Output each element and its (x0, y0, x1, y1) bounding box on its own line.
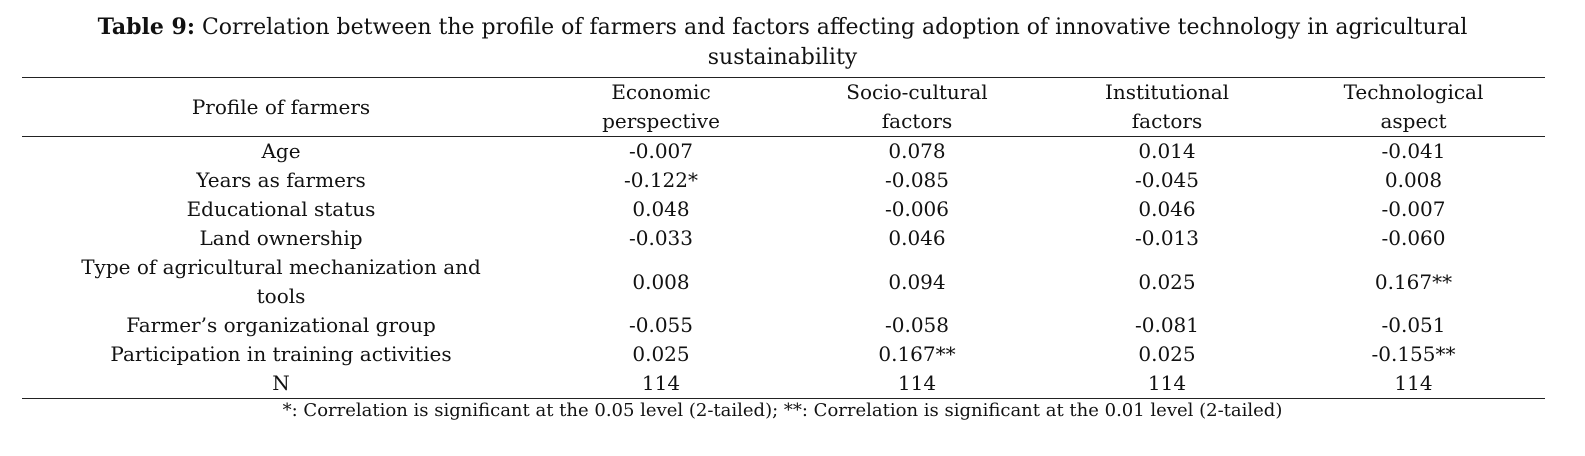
table-row: Type of agricultural mechanization and t… (22, 253, 1545, 311)
table-caption-label: Table 9: (97, 14, 195, 40)
correlation-table: Profile of farmers Economic perspective … (22, 77, 1545, 399)
cell-value: 114 (1394, 371, 1433, 395)
cell-value: 0.078 (888, 139, 946, 163)
table-row: Land ownership -0.033 0.046 -0.013 -0.06… (22, 224, 1545, 253)
cell-value: 114 (897, 371, 937, 395)
cell-value: -0.051 (1381, 313, 1446, 337)
row-label: Age (261, 139, 301, 163)
cell-value: -0.041 (1381, 139, 1446, 163)
row-label: Farmer’s organizational group (126, 313, 436, 337)
table-row: Years as farmers -0.122* -0.085 -0.045 0… (22, 166, 1545, 195)
table-footnote: *: Correlation is significant at the 0.0… (282, 400, 1283, 421)
cell-value: 114 (1147, 371, 1187, 395)
row-label: Type of agricultural mechanization and t… (81, 255, 481, 308)
row-label: Years as farmers (196, 168, 366, 192)
cell-value: -0.081 (1134, 313, 1199, 337)
cell-value: -0.007 (1381, 197, 1446, 221)
cell-value: 0.167** (878, 342, 956, 366)
table-row: Age -0.007 0.078 0.014 -0.041 (22, 137, 1545, 167)
row-label: Land ownership (199, 226, 363, 250)
header-technological: Technological aspect (1343, 80, 1484, 133)
header-economic: Economic perspective (602, 80, 720, 133)
cell-value: -0.007 (628, 139, 693, 163)
cell-value: 0.167** (1374, 269, 1453, 294)
cell-value: -0.155** (1371, 342, 1456, 366)
cell-value: -0.006 (884, 197, 949, 221)
cell-value: 0.046 (888, 226, 946, 250)
cell-value: 0.094 (888, 269, 946, 294)
table-caption: Table 9: Correlation between the profile… (20, 12, 1545, 73)
row-label: Educational status (186, 197, 376, 221)
cell-value: -0.055 (628, 313, 693, 337)
cell-value: 0.025 (1138, 342, 1196, 366)
cell-value: -0.085 (884, 168, 949, 192)
cell-value: 0.008 (1384, 168, 1443, 192)
cell-value: 114 (641, 371, 681, 395)
cell-value: -0.045 (1134, 168, 1199, 192)
table-row: Participation in training activities 0.0… (22, 340, 1545, 369)
header-socio-cultural: Socio-cultural factors (846, 80, 988, 133)
table-row: Educational status 0.048 -0.006 0.046 -0… (22, 195, 1545, 224)
row-label: Participation in training activities (110, 342, 452, 366)
row-label: N (272, 371, 290, 395)
cell-value: -0.058 (884, 313, 949, 337)
cell-value: 0.025 (1138, 269, 1196, 294)
header-institutional: Institutional factors (1104, 80, 1230, 133)
cell-value: 0.014 (1138, 139, 1196, 163)
cell-value: 0.008 (632, 269, 690, 294)
header-profile: Profile of farmers (191, 94, 371, 119)
table-header-row: Profile of farmers Economic perspective … (22, 77, 1545, 137)
cell-value: -0.122* (623, 168, 698, 192)
cell-value: 0.025 (632, 342, 690, 366)
cell-value: -0.013 (1134, 226, 1199, 250)
cell-value: -0.060 (1381, 226, 1446, 250)
table-row: N 114 114 114 114 (22, 369, 1545, 399)
table-row: Farmer’s organizational group -0.055 -0.… (22, 311, 1545, 340)
cell-value: 0.048 (632, 197, 690, 221)
cell-value: 0.046 (1138, 197, 1196, 221)
cell-value: -0.033 (628, 226, 693, 250)
table-caption-text: Correlation between the profile of farme… (194, 15, 1468, 70)
